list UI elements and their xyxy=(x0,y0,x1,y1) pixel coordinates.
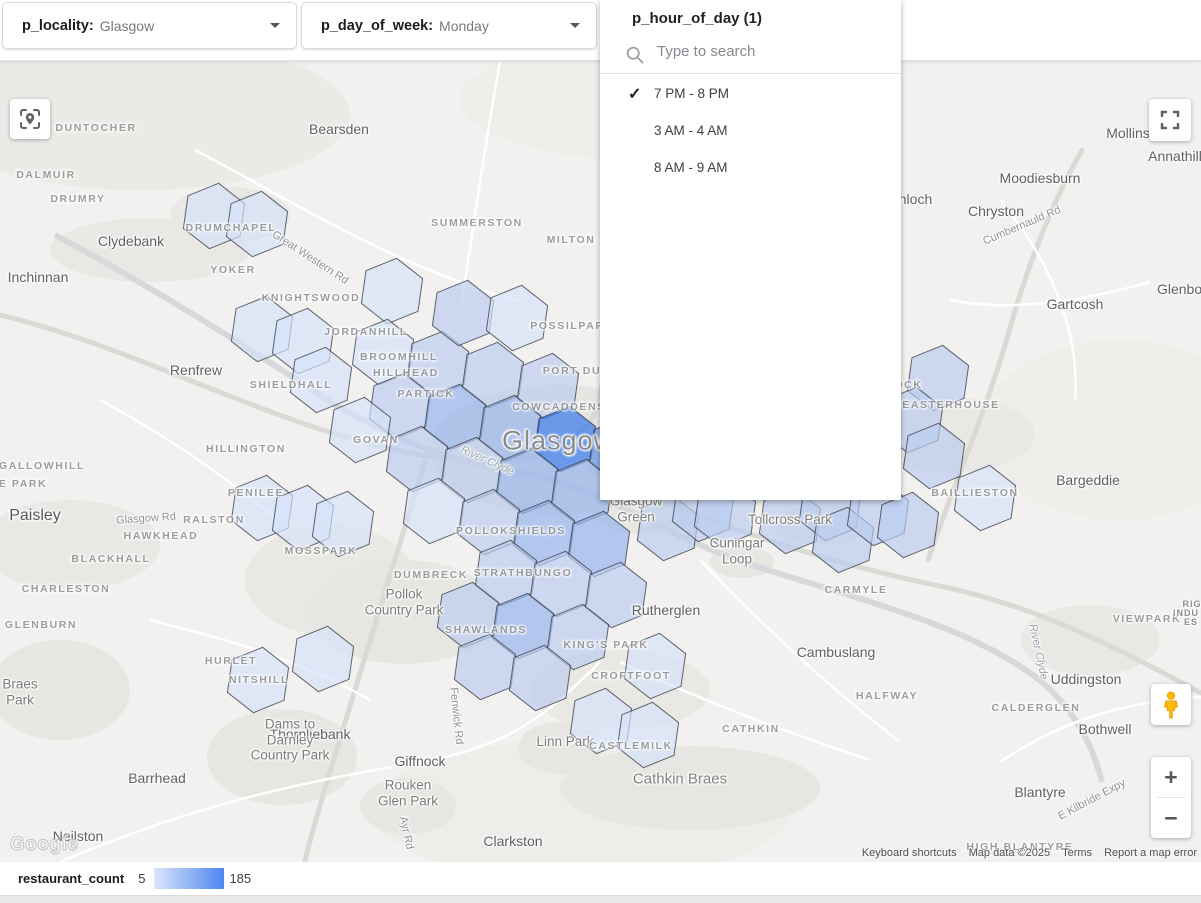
legend-field-name: restaurant_count xyxy=(18,871,125,886)
legend-min-value: 5 xyxy=(138,871,146,886)
hour-options-list: ✓ 7 PM - 8 PM 3 AM - 4 AM 8 AM - 9 AM xyxy=(600,75,901,186)
panel-search-row xyxy=(600,40,901,73)
hex-cell[interactable] xyxy=(584,561,648,629)
hex-cell[interactable] xyxy=(311,490,375,558)
hour-option-label: 3 AM - 4 AM xyxy=(654,123,728,138)
legend-gradient-bar xyxy=(154,868,225,889)
hex-cell[interactable] xyxy=(225,190,289,258)
search-input[interactable] xyxy=(655,42,879,61)
locality-filter-label: p_locality: xyxy=(22,17,94,34)
fullscreen-icon xyxy=(1160,110,1180,130)
hour-of-day-filter-panel: p_hour_of_day (1) ✓ 7 PM - 8 PM 3 AM - 4… xyxy=(600,0,901,500)
hex-cell[interactable] xyxy=(328,396,392,464)
hour-option-8am-9am[interactable]: 8 AM - 9 AM xyxy=(600,149,901,186)
keyboard-shortcuts-link[interactable]: Keyboard shortcuts xyxy=(861,847,957,859)
hex-cell[interactable] xyxy=(876,491,940,559)
footer-band xyxy=(0,895,1201,903)
hour-option-label: 8 AM - 9 AM xyxy=(654,160,728,175)
map-data-copyright: Map data ©2025 xyxy=(968,847,1051,859)
hex-cell[interactable] xyxy=(402,477,466,545)
day-of-week-filter-value: Monday xyxy=(439,17,489,34)
zoom-out-button[interactable]: − xyxy=(1164,804,1178,831)
street-view-pegman-button[interactable] xyxy=(1151,684,1191,725)
hex-cell[interactable] xyxy=(289,346,353,414)
search-icon xyxy=(626,46,644,64)
hour-option-label: 7 PM - 8 PM xyxy=(654,86,730,101)
hour-option-7pm-8pm[interactable]: ✓ 7 PM - 8 PM xyxy=(600,75,901,112)
map-attribution: Keyboard shortcuts Map data ©2025 Terms … xyxy=(862,847,1197,859)
hex-cell[interactable] xyxy=(485,284,549,352)
terms-link[interactable]: Terms xyxy=(1062,847,1093,859)
hex-cell[interactable] xyxy=(546,603,610,671)
hex-cell[interactable] xyxy=(360,257,424,325)
hex-cell[interactable] xyxy=(616,701,680,769)
google-logo[interactable]: Google xyxy=(9,834,79,856)
pan-to-location-button[interactable] xyxy=(10,99,50,139)
day-of-week-filter-label: p_day_of_week: xyxy=(321,17,434,34)
day-of-week-filter-dropdown[interactable]: p_day_of_week: Monday xyxy=(301,2,597,49)
chevron-down-icon xyxy=(570,23,580,28)
pegman-icon xyxy=(1163,691,1179,718)
locality-filter-dropdown[interactable]: p_locality: Glasgow xyxy=(2,2,297,49)
report-map-error-link[interactable]: Report a map error xyxy=(1104,847,1197,859)
fullscreen-button[interactable] xyxy=(1149,99,1191,141)
zoom-in-button[interactable]: + xyxy=(1164,763,1178,790)
hex-cell[interactable] xyxy=(569,687,633,755)
zoom-divider xyxy=(1157,797,1185,798)
legend-bar: restaurant_count 5 185 xyxy=(0,862,1201,895)
zoom-control: + − xyxy=(1151,757,1191,838)
hex-cell[interactable] xyxy=(953,464,1017,532)
chevron-down-icon xyxy=(270,23,280,28)
pan-to-location-icon xyxy=(20,109,40,129)
hex-cell[interactable] xyxy=(902,422,966,490)
hex-cell[interactable] xyxy=(226,646,290,714)
locality-filter-value: Glasgow xyxy=(99,17,155,34)
hour-option-3am-4am[interactable]: 3 AM - 4 AM xyxy=(600,112,901,149)
hex-cell[interactable] xyxy=(291,625,355,693)
legend-max-value: 185 xyxy=(229,871,252,886)
hex-cell[interactable] xyxy=(508,644,572,712)
hex-cell[interactable] xyxy=(623,632,687,700)
hour-of-day-panel-title: p_hour_of_day (1) xyxy=(632,10,763,27)
hex-cell[interactable] xyxy=(453,633,517,701)
checkmark-icon: ✓ xyxy=(628,85,642,103)
panel-divider xyxy=(600,73,901,74)
